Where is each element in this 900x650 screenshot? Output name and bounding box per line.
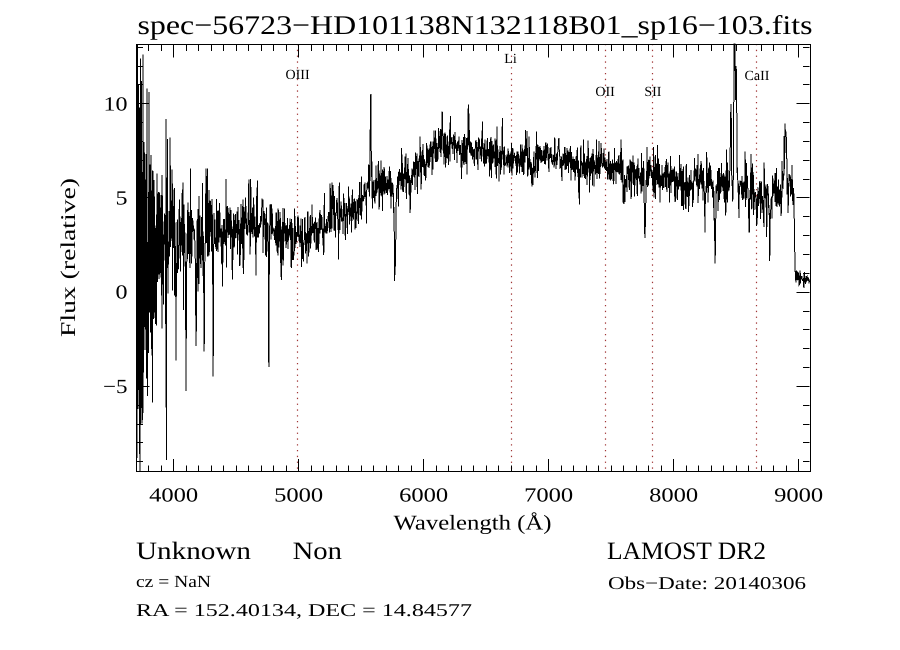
svg-text:OII: OII bbox=[595, 85, 615, 100]
svg-text:5000: 5000 bbox=[274, 485, 323, 507]
svg-text:Flux (relative): Flux (relative) bbox=[56, 178, 80, 337]
svg-text:9000: 9000 bbox=[774, 485, 823, 507]
svg-text:OIII: OIII bbox=[286, 68, 310, 83]
svg-text:RA = 152.40134, DEC = 14.8457: RA = 152.40134, DEC = 14.84577 bbox=[136, 600, 472, 620]
svg-text:4000: 4000 bbox=[149, 485, 198, 507]
svg-text:Li: Li bbox=[504, 52, 517, 67]
svg-text:Wavelength (Å): Wavelength (Å) bbox=[394, 511, 552, 535]
svg-text:−5: −5 bbox=[103, 376, 128, 398]
svg-text:cz = NaN: cz = NaN bbox=[136, 572, 211, 591]
svg-text:10: 10 bbox=[104, 93, 128, 115]
svg-text:8000: 8000 bbox=[649, 485, 698, 507]
svg-text:Unknown: Unknown bbox=[136, 538, 252, 565]
svg-text:7000: 7000 bbox=[524, 485, 573, 507]
svg-text:0: 0 bbox=[116, 282, 128, 304]
svg-text:5: 5 bbox=[116, 188, 128, 210]
svg-text:spec−56723−HD101138N132118B01_: spec−56723−HD101138N132118B01_sp16−103.f… bbox=[138, 10, 813, 40]
svg-text:SII: SII bbox=[644, 85, 661, 100]
svg-text:Obs−Date: 20140306: Obs−Date: 20140306 bbox=[608, 573, 806, 593]
svg-text:LAMOST DR2: LAMOST DR2 bbox=[607, 538, 766, 565]
svg-text:CaII: CaII bbox=[745, 69, 770, 84]
svg-text:Non: Non bbox=[293, 538, 343, 565]
svg-text:6000: 6000 bbox=[399, 485, 448, 507]
